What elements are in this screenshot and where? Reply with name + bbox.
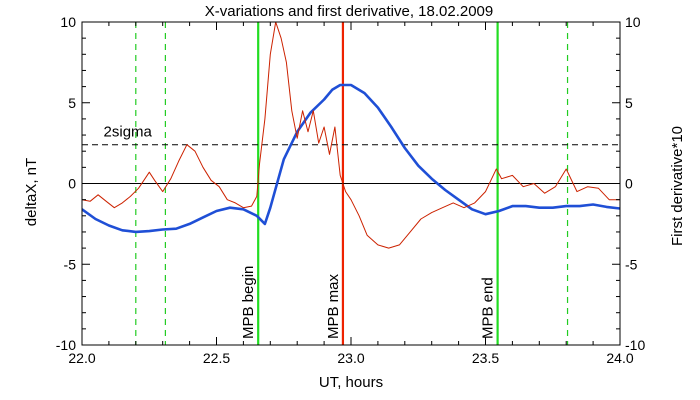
x-axis-label: UT, hours — [319, 374, 383, 391]
y-tick-label-left-4: 10 — [60, 14, 76, 30]
x-tick-label-4: 24.0 — [606, 350, 633, 366]
y-tick-label-left-3: 5 — [68, 95, 76, 111]
y-axis-label-right: First derivative*10 — [669, 126, 686, 246]
deltax-line — [82, 83, 620, 234]
data-series — [82, 22, 620, 249]
marker-label-mpb-max: MPB max — [325, 273, 342, 339]
chart-title: X-variations and first derivative, 18.02… — [205, 3, 494, 20]
x-tick-label-3: 23.5 — [472, 350, 499, 366]
axes: 22.0 22.5 23.0 23.5 24.0-10 -10-5 -50 05 510 10 — [56, 14, 646, 366]
y-tick-label-left-0: -10 — [56, 337, 76, 353]
y-tick-label-right-1: -5 — [625, 256, 638, 272]
y-tick-label-left-1: -5 — [64, 256, 77, 272]
y-tick-label-left-2: 0 — [68, 176, 76, 192]
y-tick-label-right-3: 5 — [625, 95, 633, 111]
y-tick-label-right-0: -10 — [625, 337, 645, 353]
derivative-line — [82, 22, 620, 249]
marker-label-mpb-begin: MPB begin — [240, 266, 257, 339]
x-tick-label-2: 23.0 — [337, 350, 364, 366]
marker-label-mpb-end: MPB end — [480, 277, 497, 339]
reference-lines: 2sigma — [82, 124, 620, 184]
y-tick-label-right-4: 10 — [625, 14, 641, 30]
x-tick-label-0: 22.0 — [68, 350, 95, 366]
y-tick-label-right-2: 0 — [625, 176, 633, 192]
x-tick-label-1: 22.5 — [203, 350, 230, 366]
y-axis-label-left: deltaX, nT — [23, 158, 40, 226]
sigma-label: 2sigma — [104, 124, 153, 141]
